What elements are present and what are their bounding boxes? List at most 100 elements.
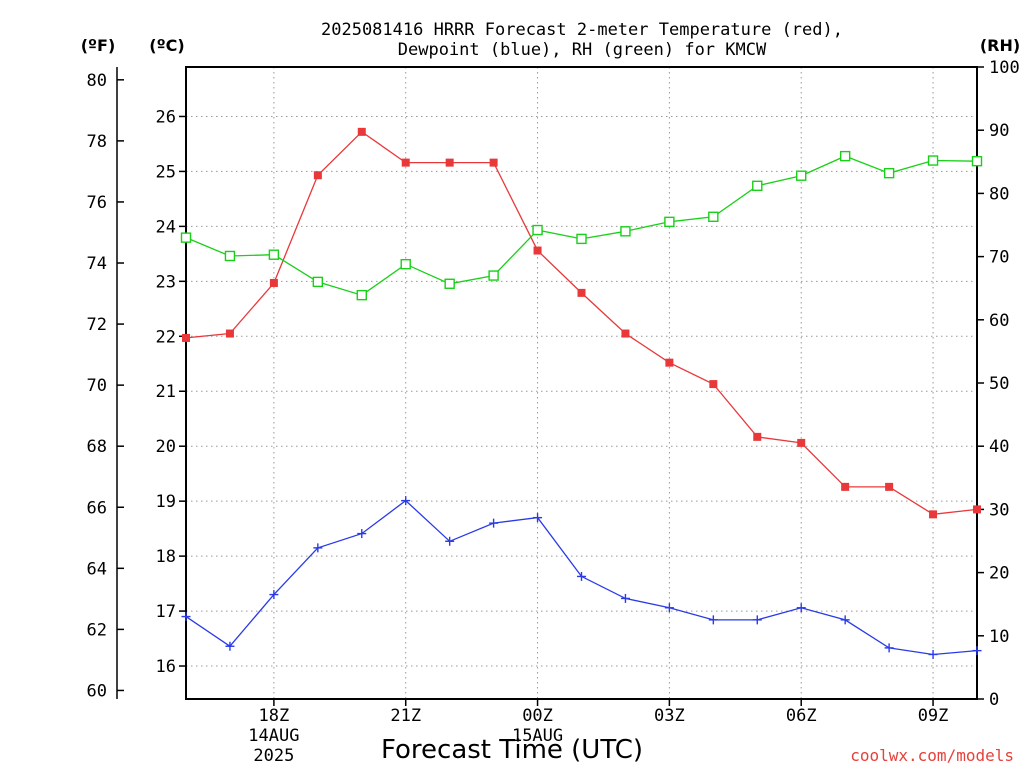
title-line-1: 2025081416 HRRR Forecast 2-meter Tempera…: [321, 20, 843, 40]
fahrenheit-tick-label: 64: [87, 559, 107, 579]
rh-point: [400, 258, 411, 270]
celsius-tick-label: 24: [156, 217, 176, 237]
dewpoint-point: [533, 513, 543, 523]
fahrenheit-tick-label: 74: [87, 254, 107, 274]
dewpoint-point: [752, 615, 762, 625]
fahrenheit-tick-label: 76: [87, 193, 107, 213]
temperature-point: [973, 505, 981, 514]
temperature-point: [753, 432, 762, 441]
temperature-point: [401, 158, 410, 167]
chart-title: 2025081416 HRRR Forecast 2-meter Tempera…: [321, 20, 843, 60]
rh-point: [532, 224, 543, 236]
fahrenheit-tick-label: 78: [87, 132, 107, 152]
celsius-tick-label: 19: [156, 492, 176, 512]
x-tick-hour-label: 18Z: [259, 706, 290, 726]
dewpoint-point: [357, 529, 367, 539]
rh-tick-label: 90: [989, 121, 1009, 141]
rh-tick-label: 30: [989, 500, 1009, 520]
rh-tick-label: 20: [989, 564, 1009, 584]
dewpoint-point: [269, 590, 279, 600]
x-tick-date-label: 14AUG: [248, 726, 299, 746]
rh-line: [185, 155, 978, 296]
rh-point: [576, 233, 587, 245]
temperature-point: [313, 171, 322, 180]
temperature-point: [621, 329, 630, 338]
celsius-tick-label: 17: [156, 602, 176, 622]
fahrenheit-tick-label: 80: [87, 71, 107, 91]
fahrenheit-unit-label: (ºF): [81, 36, 116, 55]
temperature-point: [357, 127, 366, 136]
rh-tick-label: 40: [989, 437, 1009, 457]
temperature-point: [533, 246, 542, 255]
dewpoint-point: [972, 646, 982, 656]
rh-point: [620, 226, 631, 237]
celsius-tick-label: 25: [156, 162, 176, 182]
dewpoint-point: [664, 603, 674, 613]
dewpoint-point: [796, 603, 806, 613]
dewpoint-point: [620, 593, 630, 603]
dewpoint-point: [445, 536, 455, 546]
fahrenheit-tick-label: 72: [87, 315, 107, 335]
temperature-point: [885, 482, 894, 491]
celsius-tick-label: 21: [156, 382, 176, 402]
temperature-point: [269, 278, 278, 287]
temperature-point: [797, 438, 806, 447]
rh-point: [752, 180, 763, 192]
temperature-point: [929, 510, 938, 519]
rh-point: [488, 270, 499, 281]
rh-tick-label: 80: [989, 184, 1009, 204]
temperature-point: [445, 158, 454, 167]
rh-point: [444, 278, 455, 289]
temperature-point: [182, 333, 190, 342]
rh-unit-label: (RH): [980, 36, 1020, 55]
dewpoint-point: [577, 571, 586, 581]
rh-point: [224, 250, 236, 262]
rh-point: [971, 155, 983, 167]
celsius-tick-label: 16: [156, 657, 176, 677]
dewpoint-point: [928, 649, 938, 659]
x-tick-hour-label: 00Z: [522, 706, 553, 726]
chart-axes: 16 17 18 19 20 21 22 23 24 25 26 60 62 64 66 68 70 72 74 76…: [87, 58, 1020, 766]
credit-link[interactable]: coolwx.com/models: [850, 746, 1014, 765]
celsius-tick-label: 20: [156, 437, 176, 457]
x-tick-hour-label: 21Z: [390, 706, 421, 726]
fahrenheit-tick-label: 70: [87, 376, 107, 396]
temperature-line: [185, 130, 978, 515]
series-layer: [180, 127, 983, 659]
rh-point: [927, 155, 939, 166]
temperature-point: [225, 329, 234, 338]
x-tick-hour-label: 09Z: [918, 706, 949, 726]
dewpoint-point: [489, 518, 499, 528]
temperature-point: [665, 358, 674, 367]
celsius-tick-label: 26: [156, 107, 176, 127]
rh-tick-label: 50: [989, 374, 1009, 394]
fahrenheit-tick-label: 62: [87, 620, 107, 640]
celsius-tick-label: 23: [156, 272, 176, 292]
dewpoint-point: [313, 543, 323, 553]
celsius-unit-label: (ºC): [149, 36, 184, 55]
fahrenheit-tick-label: 66: [87, 498, 107, 518]
x-tick-date-label: 15AUG: [512, 726, 563, 746]
dewpoint-point: [181, 612, 191, 622]
fahrenheit-tick-label: 60: [87, 681, 107, 701]
x-tick-year-label: 2025: [253, 746, 294, 766]
rh-tick-label: 10: [989, 627, 1009, 647]
rh-point: [312, 276, 324, 288]
temperature-point: [577, 288, 586, 297]
temperature-point: [709, 380, 718, 389]
title-line-2: Dewpoint (blue), RH (green) for KMCW: [398, 40, 767, 60]
grid-lines: [186, 67, 977, 699]
rh-tick-label: 0: [989, 690, 999, 710]
fahrenheit-tick-label: 68: [87, 437, 107, 457]
rh-tick-label: 70: [989, 248, 1009, 268]
celsius-tick-label: 18: [156, 547, 176, 567]
x-axis-title: Forecast Time (UTC): [381, 735, 643, 765]
rh-tick-label: 60: [989, 311, 1009, 331]
dewpoint-point: [225, 641, 235, 651]
celsius-tick-label: 22: [156, 327, 176, 347]
rh-point: [883, 167, 895, 179]
rh-point: [180, 232, 192, 243]
rh-point: [356, 289, 367, 301]
rh-point: [796, 170, 807, 181]
